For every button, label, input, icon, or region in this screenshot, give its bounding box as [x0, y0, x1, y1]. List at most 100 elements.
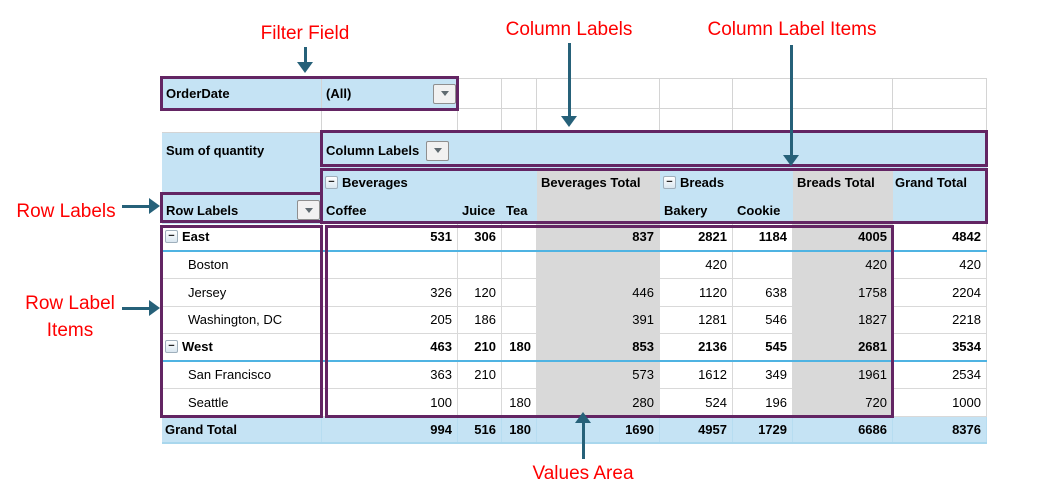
empty-cell[interactable] — [733, 109, 793, 133]
empty-cell[interactable] — [458, 109, 502, 133]
value-cell[interactable] — [502, 361, 537, 388]
value-cell[interactable]: 100 — [322, 389, 458, 416]
empty-cell[interactable] — [537, 109, 660, 133]
empty-cell[interactable] — [660, 109, 733, 133]
value-cell[interactable]: 1758 — [793, 279, 893, 306]
row-label-cell[interactable]: Boston — [162, 251, 322, 278]
row-label-cell[interactable]: − West — [162, 334, 322, 360]
value-cell[interactable]: 1827 — [793, 306, 893, 333]
value-cell[interactable]: 2204 — [893, 279, 987, 306]
value-cell[interactable]: 180 — [502, 334, 537, 360]
empty-cell[interactable] — [793, 78, 893, 109]
row-label-cell[interactable]: Seattle — [162, 389, 322, 416]
value-cell[interactable] — [502, 251, 537, 278]
value-cell[interactable]: 1612 — [660, 361, 733, 388]
value-cell[interactable]: 280 — [537, 389, 660, 416]
empty-header-cell[interactable] — [537, 196, 660, 224]
empty-cell[interactable] — [458, 78, 502, 109]
empty-cell[interactable] — [162, 109, 322, 133]
empty-cell[interactable] — [322, 109, 458, 133]
empty-cell[interactable] — [537, 78, 660, 109]
measure-cell[interactable]: Sum of quantity — [162, 133, 322, 168]
filter-dropdown-button[interactable] — [433, 83, 456, 104]
value-cell[interactable]: 1281 — [660, 306, 733, 333]
value-cell[interactable]: 4005 — [793, 224, 893, 250]
value-cell[interactable] — [502, 279, 537, 306]
value-cell[interactable]: 638 — [733, 279, 793, 306]
value-cell[interactable]: 180 — [502, 389, 537, 416]
value-cell[interactable]: 1690 — [537, 416, 660, 442]
value-cell[interactable]: 524 — [660, 389, 733, 416]
value-cell[interactable]: 1184 — [733, 224, 793, 250]
value-cell[interactable] — [458, 251, 502, 278]
empty-cell[interactable] — [893, 109, 987, 133]
row-labels-cell[interactable]: Row Labels — [162, 196, 322, 224]
column-group-breads[interactable]: − Breads — [660, 168, 793, 196]
value-cell[interactable]: 2534 — [893, 361, 987, 388]
collapse-breads-button[interactable]: − — [663, 175, 676, 189]
item-header-bakery[interactable]: Bakery — [660, 196, 733, 224]
filter-field-cell[interactable]: OrderDate — [162, 78, 322, 109]
value-cell[interactable] — [502, 224, 537, 250]
row-labels-dropdown-button[interactable] — [297, 200, 320, 220]
value-cell[interactable]: 1000 — [893, 389, 987, 416]
column-labels-cell[interactable]: Column Labels — [322, 133, 987, 168]
value-cell[interactable]: 531 — [322, 224, 458, 250]
value-cell[interactable]: 205 — [322, 306, 458, 333]
filter-value-cell[interactable]: (All) — [322, 78, 458, 109]
empty-cell[interactable] — [733, 78, 793, 109]
beverages-total-header[interactable]: Beverages Total — [537, 168, 660, 196]
value-cell[interactable]: 120 — [458, 279, 502, 306]
value-cell[interactable]: 8376 — [893, 416, 987, 442]
item-header-juice[interactable]: Juice — [458, 196, 502, 224]
empty-cell[interactable] — [502, 78, 537, 109]
value-cell[interactable]: 2218 — [893, 306, 987, 333]
item-header-tea[interactable]: Tea — [502, 196, 537, 224]
value-cell[interactable]: 1729 — [733, 416, 793, 442]
row-label-cell[interactable]: − East — [162, 224, 322, 250]
value-cell[interactable]: 420 — [893, 251, 987, 278]
value-cell[interactable]: 2821 — [660, 224, 733, 250]
empty-cell[interactable] — [893, 78, 987, 109]
row-label-cell[interactable]: Grand Total — [162, 416, 322, 442]
value-cell[interactable]: 4842 — [893, 224, 987, 250]
value-cell[interactable]: 4957 — [660, 416, 733, 442]
value-cell[interactable]: 463 — [322, 334, 458, 360]
row-label-cell[interactable]: Washington, DC — [162, 306, 322, 333]
value-cell[interactable]: 1961 — [793, 361, 893, 388]
value-cell[interactable]: 420 — [660, 251, 733, 278]
value-cell[interactable]: 180 — [502, 416, 537, 442]
value-cell[interactable] — [458, 389, 502, 416]
value-cell[interactable]: 546 — [733, 306, 793, 333]
value-cell[interactable]: 326 — [322, 279, 458, 306]
value-cell[interactable]: 363 — [322, 361, 458, 388]
collapse-beverages-button[interactable]: − — [325, 175, 338, 189]
collapse-east-button[interactable]: − — [165, 230, 178, 244]
empty-header-cell[interactable] — [793, 196, 893, 224]
value-cell[interactable]: 1120 — [660, 279, 733, 306]
collapse-west-button[interactable]: − — [165, 340, 178, 354]
empty-header-cell[interactable] — [893, 196, 987, 224]
value-cell[interactable]: 186 — [458, 306, 502, 333]
empty-cell[interactable] — [502, 109, 537, 133]
value-cell[interactable]: 210 — [458, 361, 502, 388]
grand-total-column-header[interactable]: Grand Total — [893, 168, 987, 196]
value-cell[interactable]: 210 — [458, 334, 502, 360]
value-cell[interactable]: 391 — [537, 306, 660, 333]
value-cell[interactable]: 516 — [458, 416, 502, 442]
value-cell[interactable]: 2136 — [660, 334, 733, 360]
item-header-cookie[interactable]: Cookie — [733, 196, 793, 224]
row-label-cell[interactable]: San Francisco — [162, 361, 322, 388]
value-cell[interactable]: 2681 — [793, 334, 893, 360]
value-cell[interactable] — [502, 306, 537, 333]
value-cell[interactable]: 853 — [537, 334, 660, 360]
value-cell[interactable]: 837 — [537, 224, 660, 250]
breads-total-header[interactable]: Breads Total — [793, 168, 893, 196]
value-cell[interactable]: 994 — [322, 416, 458, 442]
empty-header-cell[interactable] — [162, 168, 322, 196]
column-labels-dropdown-button[interactable] — [426, 140, 450, 161]
value-cell[interactable] — [733, 251, 793, 278]
value-cell[interactable]: 446 — [537, 279, 660, 306]
value-cell[interactable]: 3534 — [893, 334, 987, 360]
value-cell[interactable] — [537, 251, 660, 278]
